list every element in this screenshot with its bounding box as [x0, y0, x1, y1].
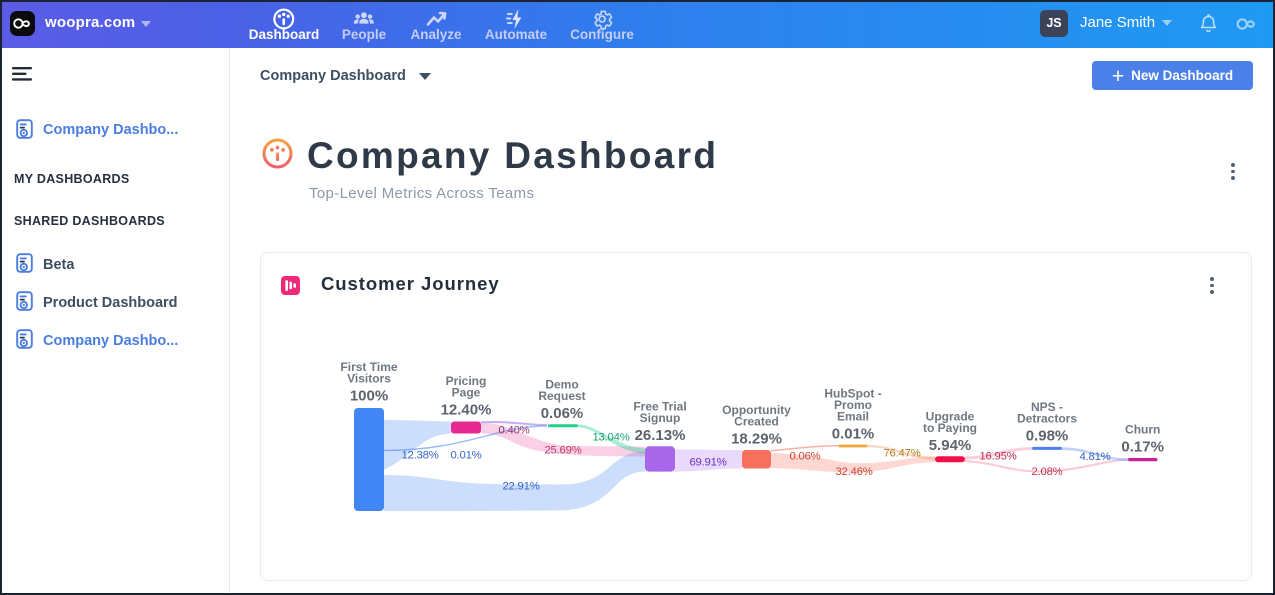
svg-text:0.06%: 0.06% [789, 450, 820, 462]
svg-text:Promo: Promo [834, 398, 872, 412]
svg-text:0.01%: 0.01% [832, 425, 875, 442]
svg-text:Email: Email [837, 409, 869, 423]
svg-text:HubSpot -: HubSpot - [824, 386, 881, 400]
svg-text:Detractors: Detractors [1017, 412, 1077, 426]
svg-text:Demo: Demo [545, 377, 578, 391]
svg-text:18.29%: 18.29% [731, 431, 782, 448]
svg-text:0.40%: 0.40% [498, 425, 529, 437]
svg-text:Free Trial: Free Trial [633, 399, 686, 413]
svg-text:13.04%: 13.04% [592, 431, 629, 443]
svg-text:69.91%: 69.91% [689, 457, 726, 469]
svg-text:First Time: First Time [340, 360, 397, 374]
svg-text:16.95%: 16.95% [979, 451, 1016, 463]
svg-text:Request: Request [538, 389, 585, 403]
svg-text:5.94%: 5.94% [929, 437, 972, 454]
svg-text:0.98%: 0.98% [1026, 428, 1069, 445]
svg-text:12.38%: 12.38% [401, 450, 438, 462]
svg-text:22.91%: 22.91% [502, 481, 539, 493]
svg-text:12.40%: 12.40% [441, 402, 492, 419]
svg-text:25.69%: 25.69% [544, 445, 581, 457]
svg-text:Pricing: Pricing [446, 374, 487, 388]
svg-text:2.08%: 2.08% [1031, 466, 1062, 478]
svg-text:0.06%: 0.06% [541, 405, 584, 422]
svg-text:0.17%: 0.17% [1121, 439, 1164, 456]
svg-text:26.13%: 26.13% [635, 427, 686, 444]
svg-text:Page: Page [452, 386, 481, 400]
svg-text:Churn: Churn [1125, 423, 1160, 437]
svg-text:0.01%: 0.01% [450, 450, 481, 462]
svg-text:Signup: Signup [640, 411, 681, 425]
svg-text:Created: Created [734, 415, 779, 429]
svg-text:Visitors: Visitors [347, 372, 391, 386]
svg-text:100%: 100% [350, 388, 388, 405]
svg-text:Opportunity: Opportunity [722, 403, 791, 417]
svg-text:4.81%: 4.81% [1079, 451, 1110, 463]
svg-text:NPS -: NPS - [1031, 400, 1063, 414]
svg-text:to Paying: to Paying [923, 421, 977, 435]
svg-text:76.47%: 76.47% [883, 448, 920, 460]
svg-text:32.46%: 32.46% [835, 466, 872, 478]
svg-text:Upgrade: Upgrade [926, 409, 975, 423]
